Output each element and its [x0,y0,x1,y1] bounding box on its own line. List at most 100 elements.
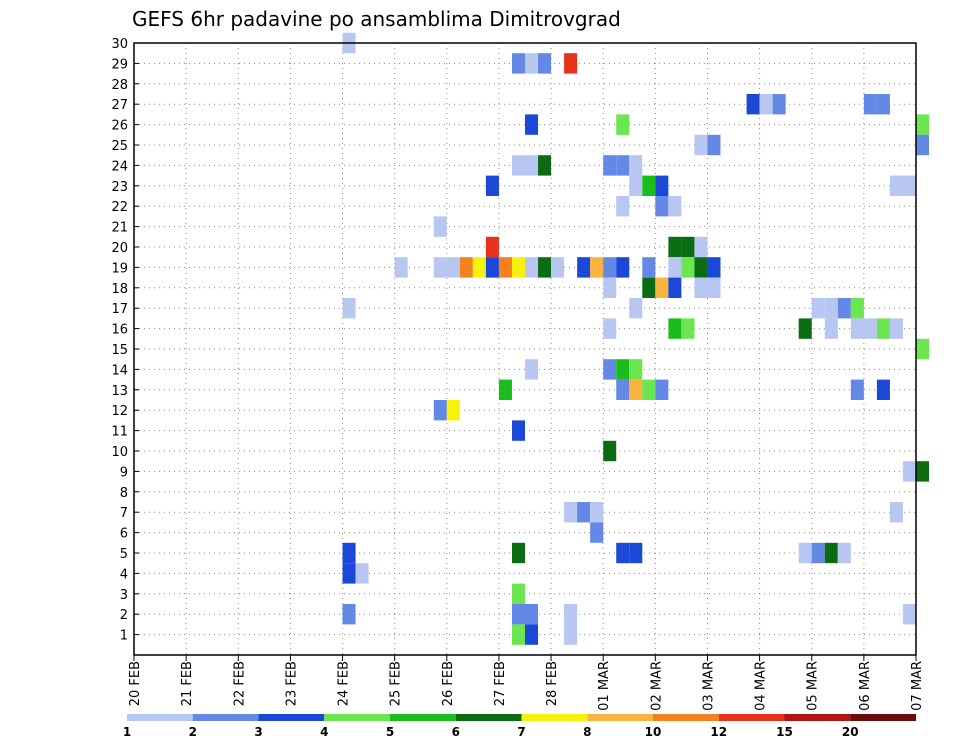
y-tick-label: 21 [111,221,128,236]
colorbar-label: 8 [583,725,591,739]
data-cell [525,53,539,74]
y-tick-label: 20 [111,241,128,256]
data-cell [511,583,525,604]
data-cell [525,257,539,278]
y-tick-label: 12 [111,404,128,419]
data-cell [837,298,851,319]
colorbar-swatch [653,714,719,721]
data-cell [681,257,695,278]
data-cell [811,298,825,319]
data-cell [485,257,499,278]
data-cell [616,196,630,217]
data-cell [485,236,499,258]
colorbar-swatch [521,714,588,721]
y-tick-label: 18 [111,282,128,297]
colorbar-label: 20 [842,725,859,739]
data-cell [603,257,617,278]
colorbar-label: 7 [517,725,525,739]
data-cell [916,461,930,482]
data-cell [433,216,447,237]
data-cell [564,624,578,645]
data-cell [694,236,708,258]
x-axis-ticks: 20 FEB 21 FEB 22 FEB 23 FEB 24 FEB 25 FEB 26 F… [128,655,925,711]
data-cell [629,298,643,319]
data-cell [746,94,760,115]
data-cell [863,94,877,115]
data-cell [511,604,525,625]
y-tick-label: 27 [111,98,128,113]
data-cell [668,196,682,217]
data-cell [655,175,669,196]
data-cell [603,277,617,298]
data-cell [525,155,539,176]
y-tick-label: 29 [111,57,128,72]
x-tick-label: 24 FEB [337,661,352,706]
y-tick-label: 8 [120,486,128,501]
data-cell [577,502,591,523]
data-cell [863,318,877,339]
data-cell [342,298,356,319]
y-tick-label: 16 [111,323,128,338]
data-cell [811,542,825,564]
y-axis-ticks: 1234567891011121314151617181920212223242… [111,37,139,644]
data-cell [616,155,630,176]
data-cell [511,155,525,176]
ensemble-cells [342,32,930,645]
x-tick-label: 27 FEB [493,661,508,706]
x-tick-label: 02 MAR [649,661,664,711]
x-tick-label: 26 FEB [441,661,456,706]
data-cell [824,318,838,339]
data-cell [707,277,721,298]
data-cell [446,257,460,278]
x-tick-label: 03 MAR [701,661,716,711]
x-tick-label: 05 MAR [806,661,821,711]
data-cell [629,155,643,176]
colorbar-label: 4 [320,725,328,739]
data-cell [707,257,721,278]
data-cell [642,175,656,196]
colorbar-label: 6 [452,725,460,739]
data-cell [772,94,786,115]
data-cell [655,379,669,400]
data-cell [889,502,903,523]
y-tick-label: 19 [111,261,128,276]
data-cell [342,542,356,564]
colorbar-swatch [587,714,653,721]
data-cell [694,257,708,278]
data-cell [342,563,356,584]
data-cell [798,542,812,564]
colorbar-swatch [192,714,259,721]
data-cell [916,134,930,156]
data-cell [577,257,591,278]
y-tick-label: 4 [120,567,128,582]
data-cell [642,277,656,298]
colorbar-swatch [258,714,325,721]
data-cell [394,257,408,278]
data-cell [511,624,525,645]
data-cell [511,257,525,278]
y-tick-label: 3 [120,588,128,603]
colorbar-label: 2 [189,725,197,739]
colorbar: 1 2 3 4 5 6 7 8 10 12 15 20 [123,714,916,739]
data-cell [525,359,539,380]
x-tick-label: 28 FEB [545,661,560,706]
data-cell [681,236,695,258]
data-cell [590,502,604,523]
data-cell [511,53,525,74]
data-cell [916,338,930,360]
data-cell [850,379,864,400]
data-cell [525,114,539,135]
colorbar-label: 10 [645,725,662,739]
data-cell [902,461,916,482]
data-cell [668,277,682,298]
x-tick-label: 07 MAR [910,661,925,711]
data-cell [551,257,565,278]
y-tick-label: 17 [111,302,128,317]
data-cell [459,257,473,278]
y-tick-label: 10 [111,445,128,460]
y-tick-label: 7 [120,506,128,521]
colorbar-swatch [390,714,456,721]
data-cell [889,318,903,339]
data-cell [342,604,356,625]
